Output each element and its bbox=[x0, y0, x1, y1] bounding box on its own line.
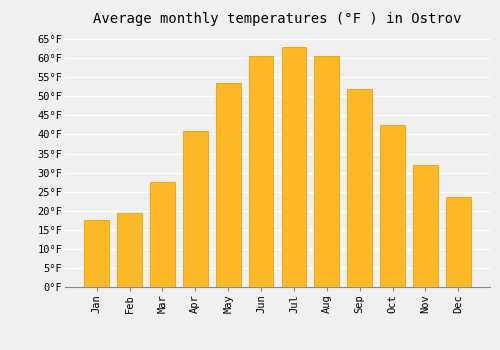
Title: Average monthly temperatures (°F ) in Ostrov: Average monthly temperatures (°F ) in Os… bbox=[93, 12, 462, 26]
Bar bbox=[150, 182, 174, 287]
Bar bbox=[248, 56, 274, 287]
Bar bbox=[314, 56, 339, 287]
Bar bbox=[84, 220, 109, 287]
Bar bbox=[183, 131, 208, 287]
Bar bbox=[216, 83, 240, 287]
Bar bbox=[348, 89, 372, 287]
Bar bbox=[380, 125, 405, 287]
Bar bbox=[446, 197, 470, 287]
Bar bbox=[282, 47, 306, 287]
Bar bbox=[413, 165, 438, 287]
Bar bbox=[117, 213, 142, 287]
